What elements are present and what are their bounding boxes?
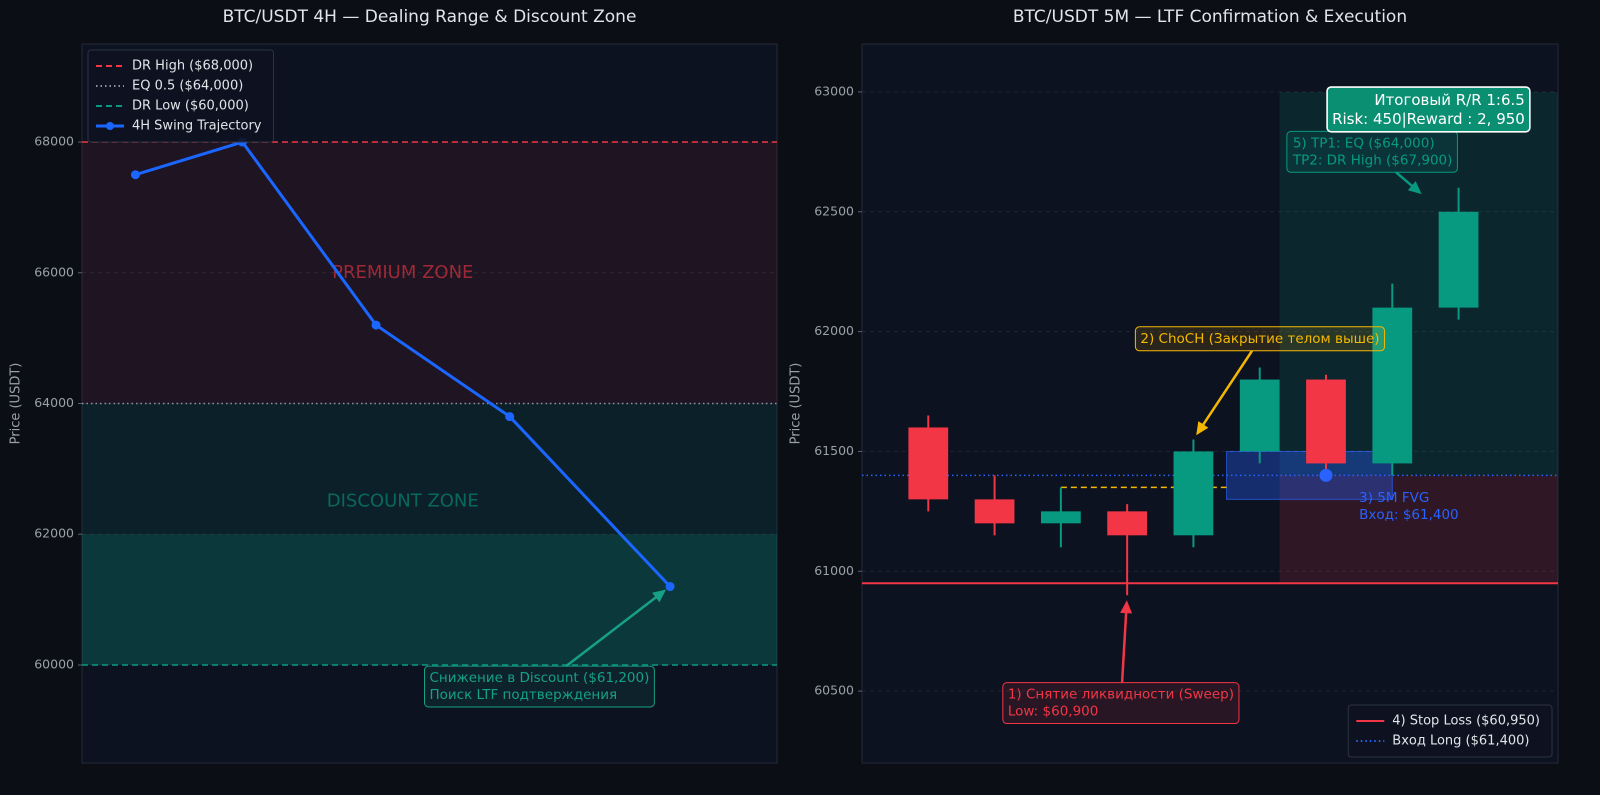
series-point	[505, 412, 515, 422]
legend-label: DR Low ($60,000)	[132, 99, 249, 114]
legend-label: DR High ($68,000)	[132, 59, 253, 74]
y-tick-label: 60500	[814, 683, 854, 698]
legend-label: 4) Stop Loss ($60,950)	[1392, 714, 1540, 729]
candle-body	[1372, 307, 1413, 464]
plot-area	[861, 43, 1559, 764]
candle-body	[974, 499, 1015, 524]
annotation-text: 3) 5M FVG	[1359, 490, 1429, 506]
zone	[82, 403, 777, 665]
y-tick-label: 66000	[34, 264, 74, 279]
zone	[1279, 475, 1558, 584]
y-axis-label: Price (USDT)	[9, 363, 24, 445]
annotation-text: 1) Снятие ликвидности (Sweep)	[1008, 687, 1234, 703]
zone-label: PREMIUM ZONE	[332, 262, 473, 283]
annotation-text: Поиск LTF подтверждения	[430, 687, 618, 703]
candle-body	[1040, 511, 1081, 524]
annotation-text: Вход: $61,400	[1359, 507, 1459, 523]
chart-title: BTC/USDT 5M — LTF Confirmation & Executi…	[1013, 7, 1407, 27]
y-tick-label: 63000	[814, 83, 854, 98]
candle-body	[1107, 511, 1148, 536]
legend-label: EQ 0.5 ($64,000)	[132, 79, 243, 94]
annotation-arrow	[1199, 350, 1254, 430]
y-tick-label: 62500	[814, 203, 854, 218]
y-tick-label: 68000	[34, 134, 74, 149]
series-point	[665, 582, 675, 592]
candle-body	[1438, 211, 1479, 308]
arrow-head	[1407, 181, 1422, 195]
legend-box	[87, 49, 274, 143]
annotation-arrow	[1120, 608, 1128, 683]
y-tick-label: 62000	[34, 526, 74, 541]
chart-title: BTC/USDT 4H — Dealing Range & Discount Z…	[223, 7, 637, 27]
panel: BTC/USDT 5M — LTF Confirmation & Executi…	[789, 7, 1559, 764]
entry-point	[1319, 468, 1333, 482]
annotation-box	[1134, 326, 1386, 352]
y-tick-label: 60000	[34, 656, 74, 671]
annotation-text: Risk: 450|Reward : 2, 950	[1332, 110, 1525, 128]
candle-body	[1239, 379, 1280, 452]
y-axis-label: Price (USDT)	[789, 363, 804, 445]
arrow-head	[1120, 600, 1133, 614]
zone-label: DISCOUNT ZONE	[327, 491, 479, 512]
legend-label: Вход Long ($61,400)	[1392, 734, 1529, 749]
legend-label: 4H Swing Trajectory	[132, 119, 262, 134]
y-tick-label: 64000	[34, 395, 74, 410]
annotation-text: 2) ChoCH (Закрытие телом выше)	[1140, 331, 1379, 347]
series-point	[371, 320, 381, 330]
legend-marker	[106, 122, 114, 130]
series-point	[130, 170, 140, 180]
annotation-text: Итоговый R/R 1:6.5	[1374, 91, 1525, 109]
candle-body	[1306, 379, 1346, 464]
legend: 4) Stop Loss ($60,950) Вход Long ($61,400…	[1347, 704, 1553, 758]
annotation-text: 5) TP1: EQ ($64,000)	[1293, 135, 1435, 151]
panel: BTC/USDT 4H — Dealing Range & Discount Z…	[9, 7, 778, 764]
annotation-arrow	[565, 593, 661, 668]
y-tick-label: 61000	[814, 563, 854, 578]
annotation-box	[1002, 682, 1240, 725]
legend: DR High ($68,000) EQ 0.5 ($64,000) DR Low …	[87, 49, 274, 143]
candle-body	[908, 427, 949, 500]
y-tick-label: 61500	[814, 443, 854, 458]
annotation-box	[1326, 86, 1531, 133]
annotation-box	[424, 665, 655, 708]
annotation-text: TP2: DR High ($67,900)	[1292, 152, 1453, 168]
zone	[82, 534, 777, 665]
arrow-head	[652, 589, 667, 603]
arrow-head	[1196, 421, 1209, 436]
annotation-text: Снижение в Discount ($61,200)	[430, 670, 650, 686]
annotation-text: Low: $60,900	[1008, 704, 1099, 720]
candle-body	[1173, 451, 1214, 536]
y-tick-label: 62000	[814, 323, 854, 338]
legend-box	[1347, 704, 1553, 758]
